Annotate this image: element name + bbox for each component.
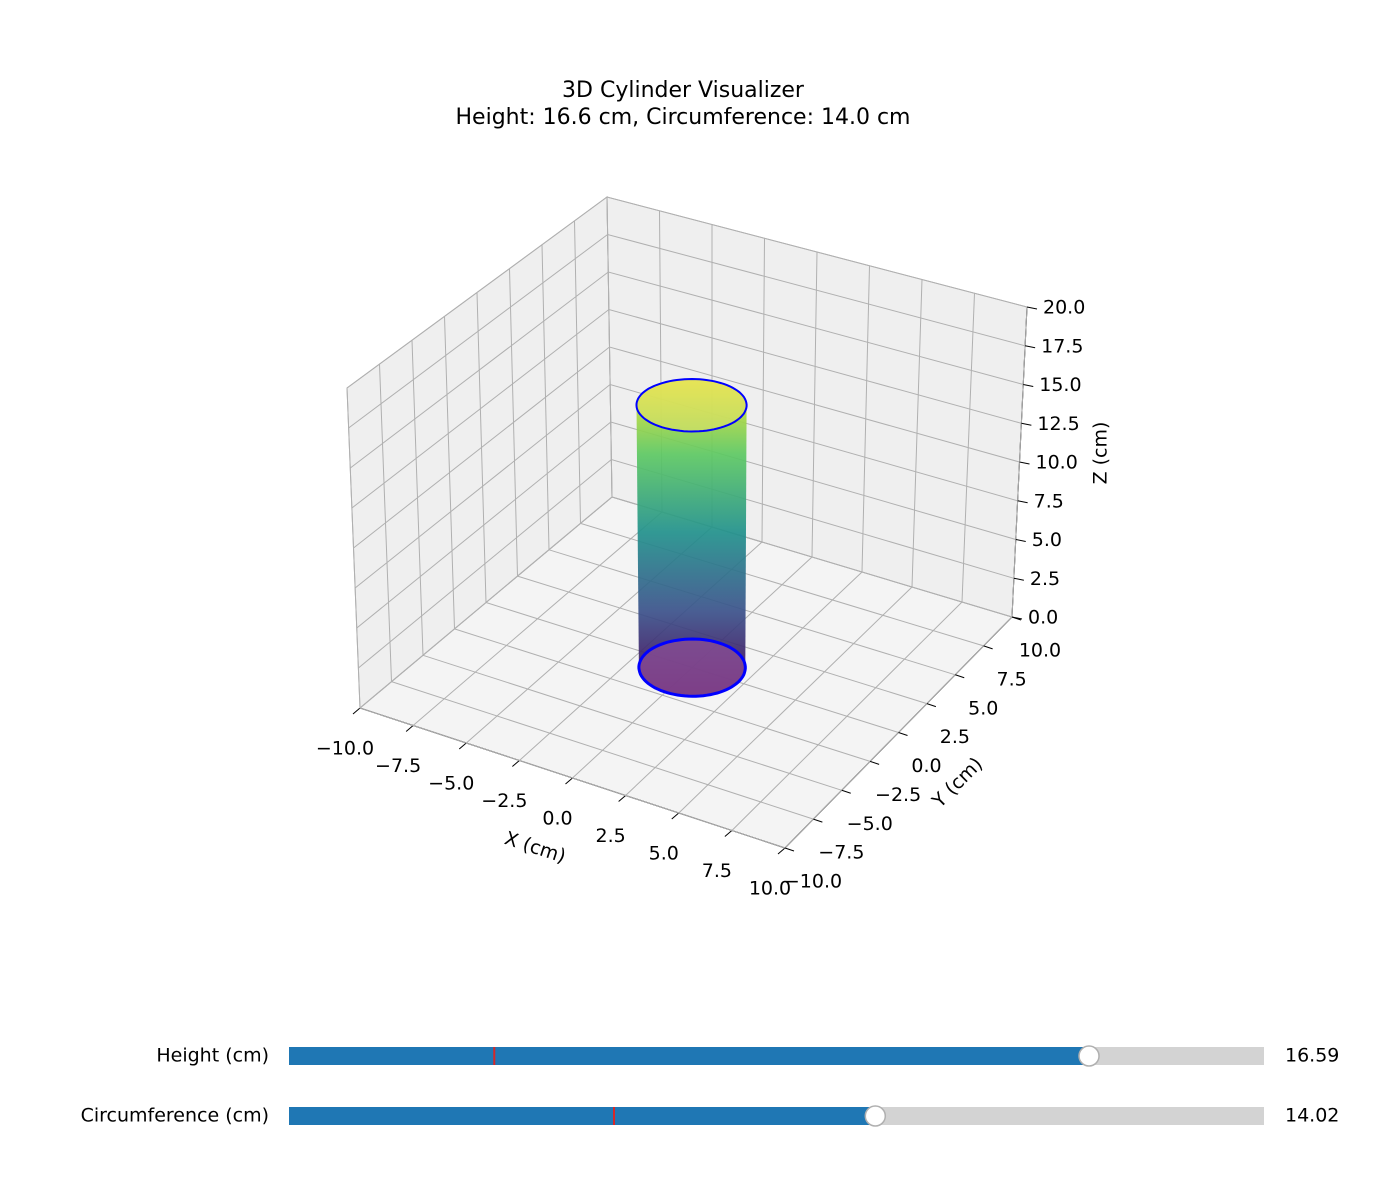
x-axis-label: X (cm) — [502, 827, 569, 867]
y-tick — [813, 818, 823, 823]
x-tick — [405, 725, 414, 732]
x-tick — [618, 795, 626, 802]
x-tick-label: 7.5 — [702, 860, 732, 882]
x-tick-label: −7.5 — [375, 755, 421, 777]
z-axis-label: Z (cm) — [1090, 422, 1112, 485]
grid-line — [358, 458, 1015, 669]
grid-line — [354, 383, 1018, 589]
y-tick-label: 10.0 — [1019, 640, 1061, 662]
x-tick — [777, 847, 786, 855]
z-tick — [1011, 616, 1023, 620]
slider-fill — [289, 1047, 1090, 1065]
z-tick — [1021, 422, 1032, 426]
grid-line — [356, 421, 1016, 629]
grid-line — [348, 233, 1026, 429]
z-tick-label: 20.0 — [1043, 297, 1085, 319]
z-tick — [1015, 539, 1026, 542]
slider-handle[interactable] — [864, 1105, 887, 1127]
chart-subtitle: Height: 16.6 cm, Circumference: 14.0 cm — [456, 105, 911, 130]
grid-line — [351, 308, 1022, 509]
grid-line — [349, 271, 1024, 469]
x-tick-label: −10.0 — [316, 738, 374, 760]
z-tick-label: 2.5 — [1030, 568, 1060, 590]
grid-line — [346, 196, 1028, 389]
x-tick-label: 0.0 — [542, 808, 572, 830]
z-tick — [1013, 577, 1024, 581]
z-tick-label: 5.0 — [1032, 529, 1062, 551]
y-tick-label: −7.5 — [818, 842, 864, 864]
slider-handle[interactable] — [1078, 1045, 1100, 1067]
y-tick-label: −2.5 — [875, 784, 921, 806]
slider-label: Circumference (cm) — [81, 1105, 269, 1127]
z-tick-label: 12.5 — [1037, 413, 1079, 435]
cylinder-side — [636, 379, 747, 697]
x-tick-label: −2.5 — [481, 790, 527, 812]
y-tick-label: 0.0 — [911, 755, 941, 777]
slider-value: 16.59 — [1285, 1045, 1339, 1067]
x-tick-label: −5.0 — [428, 773, 474, 795]
x-tick — [512, 760, 520, 767]
slider-value: 14.02 — [1285, 1105, 1339, 1127]
slider-fill — [289, 1107, 876, 1125]
y-tick — [926, 703, 937, 708]
x-tick-label: 5.0 — [649, 843, 679, 865]
y-tick-label: 5.0 — [968, 697, 998, 719]
x-tick-label: 2.5 — [596, 825, 626, 847]
z-tick — [1026, 306, 1038, 310]
x-tick — [352, 707, 361, 715]
z-tick-label: 17.5 — [1041, 335, 1083, 357]
y-tick — [869, 760, 880, 765]
z-tick — [1019, 461, 1030, 465]
cylinder-top — [635, 377, 748, 433]
z-tick-label: 15.0 — [1039, 374, 1081, 396]
y-tick-label: 7.5 — [997, 668, 1027, 690]
x-tick — [724, 830, 733, 837]
y-tick-label: 2.5 — [940, 726, 970, 748]
z-tick — [1017, 500, 1028, 504]
z-tick-label: 10.0 — [1036, 452, 1078, 474]
y-tick — [841, 789, 851, 794]
z-tick — [1025, 345, 1036, 349]
x-tick — [458, 742, 467, 750]
cylinder-bottom — [637, 637, 747, 698]
y-tick — [898, 732, 908, 736]
z-tick-label: 0.0 — [1028, 607, 1058, 629]
y-tick-label: −10.0 — [784, 871, 842, 893]
y-tick — [784, 847, 795, 852]
y-tick — [955, 674, 965, 679]
x-tick-label: 10.0 — [749, 878, 791, 900]
z-tick — [1023, 384, 1034, 387]
grid-line — [353, 346, 1020, 549]
y-tick — [983, 645, 993, 650]
chart-title: 3D Cylinder Visualizer — [562, 78, 805, 103]
x-tick — [565, 777, 573, 785]
x-tick — [671, 812, 680, 820]
grid-line — [359, 496, 1013, 709]
slider-label: Height (cm) — [156, 1045, 269, 1067]
y-tick-label: −5.0 — [847, 813, 893, 835]
z-tick-label: 7.5 — [1034, 490, 1064, 512]
